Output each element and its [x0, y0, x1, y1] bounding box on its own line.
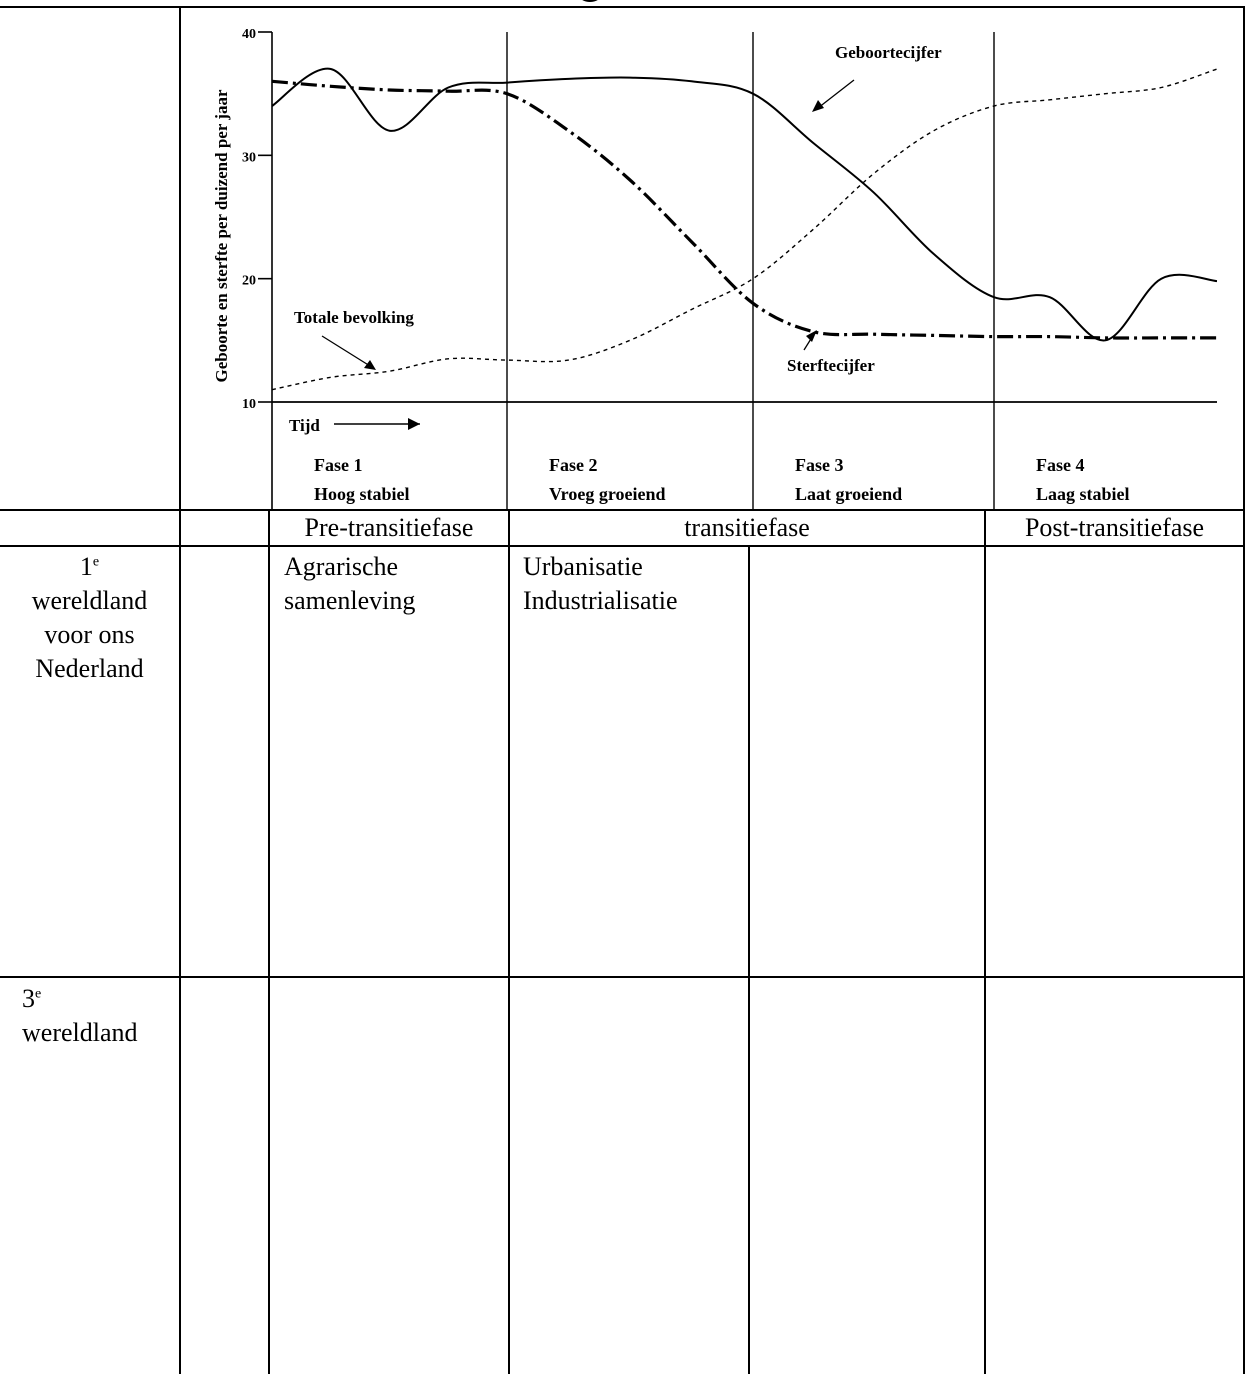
page-title-fragment: [555, 0, 625, 12]
annotation-geboortecijfer: Geboortecijfer: [835, 43, 942, 62]
phase-subtitle-1: Hoog stabiel: [314, 484, 410, 504]
header-transitiefase: transitiefase: [684, 513, 810, 542]
header-post-transitiefase: Post-transitiefase: [1024, 513, 1205, 542]
row-label-1e-wereldland: 1e wereldland voor ons Nederland: [31, 552, 148, 683]
x-axis-label: Tijd: [289, 416, 320, 435]
phase-title-4: Fase 4: [1036, 455, 1085, 475]
cell-agrarische-samenleving: Agrarische samenleving: [284, 552, 416, 615]
y-tick-label-20: 20: [242, 274, 256, 289]
y-tick-label-30: 30: [242, 150, 256, 165]
series-line-2: [271, 68, 1218, 391]
phase-subtitle-4: Laag stabiel: [1036, 484, 1130, 504]
phase-title-1: Fase 1: [314, 455, 363, 475]
phase-title-2: Fase 2: [549, 455, 598, 475]
cell-urbanisatie-industrialisatie: Urbanisatie Industrialisatie: [523, 552, 678, 615]
y-tick-label-40: 40: [242, 27, 256, 42]
annotation-arrowhead-sterftecijfer: [806, 330, 817, 342]
annotation-totale-bevolking: Totale bevolking: [294, 308, 414, 327]
y-axis-label: Geboorte en sterfte per duizend per jaar: [212, 89, 231, 382]
phase-title-3: Fase 3: [795, 455, 844, 475]
header-pre-transitiefase: Pre-transitiefase: [304, 513, 474, 542]
row-label-3e-wereldland: 3e wereldland: [22, 984, 138, 1047]
annotation-arrow-geboortecijfer: [817, 79, 855, 109]
phase-subtitle-3: Laat groeiend: [795, 484, 902, 504]
time-arrow-head: [408, 418, 420, 430]
series-line-1: [271, 79, 1217, 340]
annotation-sterftecijfer: Sterftecijfer: [787, 356, 875, 375]
annotation-arrow-totale-bevolking: [321, 335, 371, 367]
annotation-arrowhead-geboortecijfer: [812, 100, 824, 112]
annotation-arrowhead-totale-bevolking: [364, 360, 376, 370]
demographic-transition-chart: 10 20 30 40 Geboorte en sterfte per duizend …: [212, 27, 1218, 510]
series-line-0: [271, 67, 1218, 342]
phase-subtitle-2: Vroeg groeiend: [549, 484, 665, 504]
y-tick-label-10: 10: [242, 397, 256, 412]
